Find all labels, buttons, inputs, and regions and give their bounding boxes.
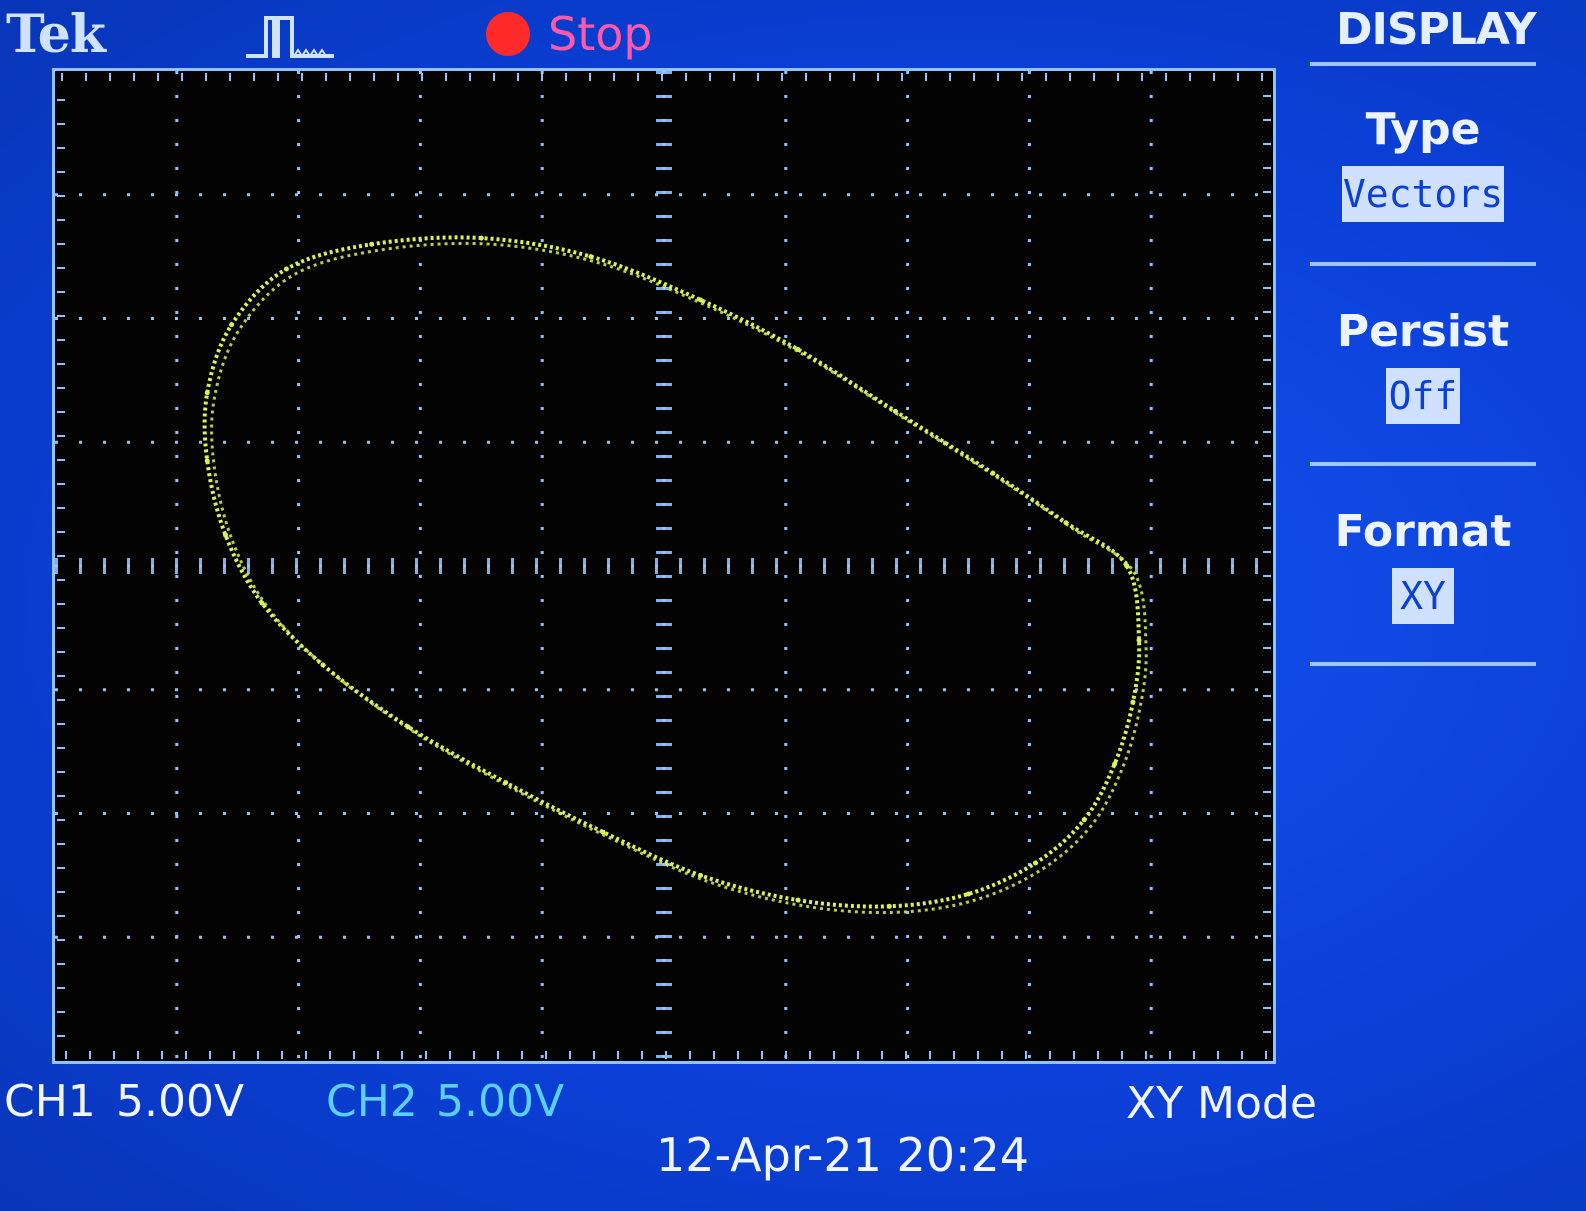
- xy-trace: [202, 235, 1142, 909]
- xy-trace-persist: [210, 241, 1148, 915]
- trace-point: [886, 903, 892, 909]
- ch2-scale: 5.00V: [436, 1076, 565, 1127]
- ch2-label: CH2: [326, 1076, 418, 1127]
- trace-point: [369, 241, 375, 247]
- trace-point: [966, 891, 971, 897]
- trace-point: [405, 724, 411, 730]
- menu-item-label: Type: [1365, 104, 1481, 155]
- trace-point: [259, 600, 265, 606]
- menu-item-label: Format: [1334, 506, 1512, 557]
- trace-point: [1032, 860, 1038, 866]
- menu-divider: [1310, 62, 1536, 66]
- trace-point: [320, 662, 326, 668]
- trace-point: [1124, 563, 1130, 569]
- trace-point: [1063, 520, 1069, 526]
- display-mode: XY Mode: [1126, 1078, 1317, 1129]
- status-footer: CH1 5.00V CH2 5.00V XY Mode 12-Apr-21 20…: [0, 1066, 1586, 1211]
- menu-divider: [1310, 662, 1536, 666]
- status-header: Tek Stop: [0, 0, 1310, 66]
- stop-dot-icon: [486, 12, 530, 56]
- trace-point: [990, 470, 996, 476]
- trace-point: [1112, 761, 1118, 767]
- menu-item-value: Off: [1386, 368, 1460, 424]
- ch1-label: CH1: [4, 1076, 96, 1127]
- trace-point: [588, 254, 594, 260]
- brand-logo: Tek: [6, 4, 106, 65]
- trace-point: [1081, 817, 1087, 823]
- ch1-scale: 5.00V: [116, 1076, 245, 1127]
- trace-point: [229, 322, 235, 328]
- datetime: 12-Apr-21 20:24: [656, 1128, 1030, 1182]
- menu-divider: [1310, 262, 1536, 266]
- menu-item-value: XY: [1392, 568, 1454, 624]
- menu-title: DISPLAY: [1336, 4, 1537, 55]
- trace-point: [223, 532, 229, 538]
- run-state-indicator: Stop: [486, 7, 653, 61]
- trace-point: [478, 235, 484, 241]
- trace-point: [795, 346, 801, 352]
- trace-point: [503, 780, 509, 786]
- display-menu: DISPLAY Type Vectors Persist Off Format …: [1310, 0, 1586, 700]
- trace-point: [204, 458, 210, 464]
- trace-point: [283, 266, 289, 272]
- trace-point: [204, 390, 210, 396]
- trace-point: [1136, 637, 1142, 643]
- trace-point: [795, 897, 801, 903]
- menu-divider: [1310, 462, 1536, 466]
- border-ticks: [57, 73, 1271, 1059]
- waveform-display: [52, 68, 1276, 1064]
- run-state-label: Stop: [548, 7, 653, 61]
- xy-plot-svg: [55, 71, 1273, 1061]
- trace-point: [698, 297, 704, 303]
- menu-item-label: Persist: [1336, 306, 1510, 357]
- pulse-trigger-icon: [246, 16, 334, 58]
- trace-point: [600, 829, 606, 835]
- menu-item-value: Vectors: [1342, 166, 1504, 222]
- trace-point: [698, 872, 704, 878]
- trace-point: [892, 408, 898, 414]
- trace-point: [1130, 699, 1136, 705]
